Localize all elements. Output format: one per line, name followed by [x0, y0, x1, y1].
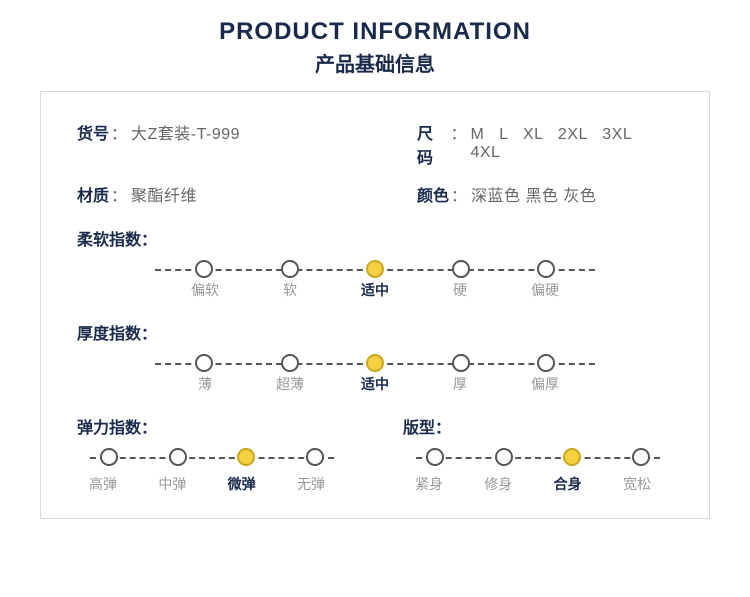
fit-label-1: 修身 [480, 474, 516, 494]
elasticity-dot-0 [100, 448, 118, 466]
fit-dot-0 [426, 448, 444, 466]
softness-title: 柔软指数： [77, 226, 673, 250]
thickness-title: 厚度指数： [77, 320, 673, 344]
thickness-section: 厚度指数： 薄 超薄 适中 厚 偏厚 [77, 320, 673, 394]
thickness-label-2: 适中 [357, 374, 393, 394]
fit-title: 版型： [403, 414, 673, 438]
fit-dot-1 [495, 448, 513, 466]
elasticity-dots [82, 448, 342, 466]
thickness-dot-3 [452, 354, 470, 372]
softness-label-3: 硬 [442, 280, 478, 300]
elasticity-dot-2 [237, 448, 255, 466]
thickness-dot-2 [366, 354, 384, 372]
info-row-1: 货号 ： 大Z套装-T-999 尺码 ： M L XL 2XL 3XL 4XL [77, 120, 673, 168]
softness-label-2: 适中 [357, 280, 393, 300]
softness-dot-2 [366, 260, 384, 278]
fit-dots [408, 448, 668, 466]
size-value: M L XL 2XL 3XL 4XL [470, 126, 673, 162]
thickness-label-3: 厚 [442, 374, 478, 394]
softness-dot-1 [281, 260, 299, 278]
elasticity-label-1: 中弹 [154, 474, 190, 494]
softness-section: 柔软指数： 偏软 软 适中 硬 偏硬 [77, 226, 673, 300]
elasticity-dot-3 [306, 448, 324, 466]
elasticity-title: 弹力指数： [77, 414, 347, 438]
info-code: 货号 ： 大Z套装-T-999 [77, 120, 417, 168]
info-size: 尺码 ： M L XL 2XL 3XL 4XL [417, 120, 673, 168]
fit-dot-2 [563, 448, 581, 466]
sep: ： [451, 182, 467, 206]
thickness-dot-0 [195, 354, 213, 372]
elasticity-label-3: 无弹 [293, 474, 329, 494]
softness-label-4: 偏硬 [527, 280, 563, 300]
thickness-label-0: 薄 [187, 374, 223, 394]
code-label: 货号 [77, 120, 109, 144]
thickness-dot-4 [537, 354, 555, 372]
info-row-2: 材质 ： 聚酯纤维 颜色 ： 深蓝色 黑色 灰色 [77, 182, 673, 206]
fit-dot-3 [632, 448, 650, 466]
softness-labels: 偏软 软 适中 硬 偏硬 [155, 280, 595, 300]
color-value: 深蓝色 黑色 灰色 [471, 182, 596, 206]
size-label: 尺码 [417, 120, 448, 168]
fit-section: 版型： 紧身 修身 合身 宽松 [403, 414, 673, 494]
header: PRODUCT INFORMATION 产品基础信息 [0, 0, 750, 91]
elasticity-label-0: 高弹 [85, 474, 121, 494]
softness-dot-4 [537, 260, 555, 278]
fit-label-2: 合身 [550, 474, 586, 494]
thickness-scale [155, 354, 595, 374]
sep: ： [450, 120, 466, 144]
softness-dot-0 [195, 260, 213, 278]
elasticity-section: 弹力指数： 高弹 中弹 微弹 无弹 [77, 414, 347, 494]
thickness-dots [155, 354, 595, 372]
fit-labels: 紧身 修身 合身 宽松 [403, 474, 663, 494]
info-color: 颜色 ： 深蓝色 黑色 灰色 [417, 182, 673, 206]
softness-dots [155, 260, 595, 278]
thickness-dot-1 [281, 354, 299, 372]
elasticity-label-2: 微弹 [224, 474, 260, 494]
elasticity-dot-1 [169, 448, 187, 466]
softness-scale [155, 260, 595, 280]
softness-label-0: 偏软 [187, 280, 223, 300]
sep: ： [111, 120, 127, 144]
fit-label-3: 宽松 [619, 474, 655, 494]
softness-dot-3 [452, 260, 470, 278]
info-card: 货号 ： 大Z套装-T-999 尺码 ： M L XL 2XL 3XL 4XL … [40, 91, 710, 519]
dual-section: 弹力指数： 高弹 中弹 微弹 无弹 版型： 紧身 修身 合身 宽松 [77, 414, 673, 494]
softness-label-1: 软 [272, 280, 308, 300]
material-value: 聚酯纤维 [131, 182, 197, 206]
title-en: PRODUCT INFORMATION [0, 18, 750, 46]
fit-label-0: 紧身 [411, 474, 447, 494]
thickness-labels: 薄 超薄 适中 厚 偏厚 [155, 374, 595, 394]
info-material: 材质 ： 聚酯纤维 [77, 182, 417, 206]
elasticity-scale [82, 448, 342, 468]
sep: ： [111, 182, 127, 206]
code-value: 大Z套装-T-999 [131, 120, 240, 144]
color-label: 颜色 [417, 182, 449, 206]
thickness-label-4: 偏厚 [527, 374, 563, 394]
fit-scale [408, 448, 668, 468]
title-zh: 产品基础信息 [0, 48, 750, 77]
material-label: 材质 [77, 182, 109, 206]
thickness-label-1: 超薄 [272, 374, 308, 394]
elasticity-labels: 高弹 中弹 微弹 无弹 [77, 474, 337, 494]
